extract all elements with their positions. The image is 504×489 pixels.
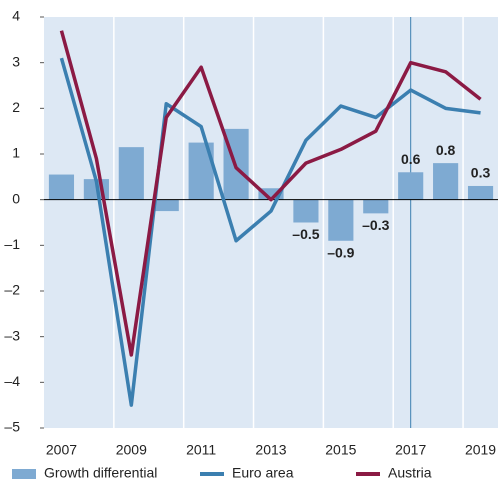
bar — [433, 163, 459, 200]
data-label: 0.6 — [401, 151, 421, 167]
bar — [48, 174, 75, 200]
y-tick-label: 2 — [12, 99, 20, 115]
x-tick-label: 2017 — [395, 442, 426, 458]
x-tick-label: 2011 — [186, 442, 216, 458]
bar — [258, 188, 284, 200]
data-label: 0.8 — [436, 142, 456, 158]
bar — [398, 172, 424, 200]
y-tick-label: 3 — [12, 53, 20, 69]
bar — [328, 199, 354, 241]
y-tick-label: –5 — [4, 419, 20, 435]
bar — [118, 147, 144, 200]
line — [59, 57, 481, 407]
y-tick-label: 1 — [12, 145, 20, 161]
bar — [293, 199, 319, 223]
y-tick-label: –4 — [4, 373, 20, 389]
data-label: –0.3 — [362, 217, 389, 233]
bar — [363, 199, 389, 214]
legend-label: Austria — [388, 465, 432, 481]
y-tick-label: 4 — [12, 8, 20, 24]
bar — [467, 185, 494, 200]
x-tick-label: 2013 — [255, 442, 286, 458]
legend-swatch — [12, 469, 36, 479]
y-tick-label: 0 — [12, 190, 20, 206]
data-label: –0.5 — [292, 226, 319, 242]
bar — [153, 199, 179, 212]
y-tick-label: –2 — [4, 282, 20, 298]
legend-label: Euro area — [232, 465, 294, 481]
x-tick-label: 2007 — [46, 442, 77, 458]
x-tick-label: 2019 — [465, 442, 496, 458]
x-tick-label: 2015 — [325, 442, 356, 458]
legend-label: Growth differential — [44, 465, 157, 481]
data-label: –0.9 — [327, 244, 354, 260]
y-tick-label: –3 — [4, 327, 20, 343]
plot-area — [44, 17, 498, 428]
data-label: 0.3 — [471, 165, 491, 181]
x-tick-label: 2009 — [116, 442, 147, 458]
y-tick-label: –1 — [4, 236, 20, 252]
line — [59, 30, 482, 357]
